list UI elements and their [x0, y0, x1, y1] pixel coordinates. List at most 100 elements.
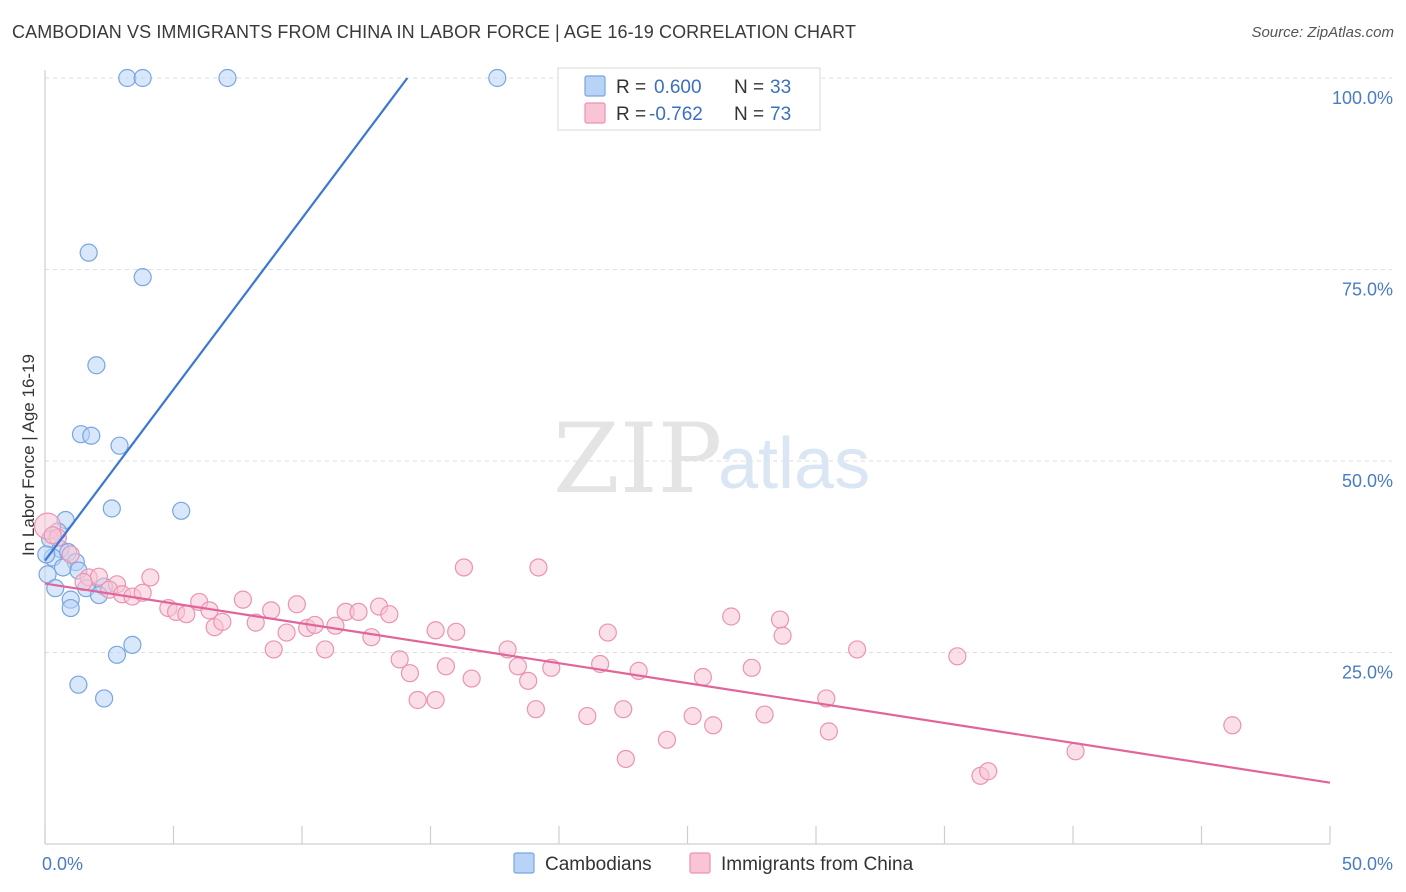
china-point-53: [616, 749, 635, 769]
china-point-30: [349, 602, 368, 622]
cambodians-point-28: [123, 635, 142, 654]
legend-n-label-china: N =: [734, 104, 764, 125]
legend-r-value-cambodians: 0.600: [654, 77, 702, 98]
cambodians-point-32: [37, 545, 56, 564]
china-point-37: [426, 621, 445, 640]
series-china: [33, 512, 1242, 785]
china-point-40: [447, 622, 466, 641]
china-point-21: [262, 601, 281, 620]
cambodians-point-11: [172, 501, 191, 520]
legend-swatch-cambodians: [584, 75, 606, 97]
china-point-67: [948, 647, 967, 666]
cambodians-point-1: [133, 68, 152, 88]
china-point-45: [519, 671, 538, 690]
china-point-51: [598, 623, 617, 642]
china-point-11: [141, 568, 160, 587]
china-point-65: [819, 722, 838, 741]
china-point-57: [693, 667, 713, 687]
cambodians-point-30: [69, 675, 88, 694]
x-tick-label-0: 0.0%: [42, 854, 83, 874]
china-point-56: [683, 706, 702, 726]
trend-line-cambodians: [44, 77, 409, 562]
cambodians-point-8: [82, 426, 101, 445]
legend-swatch-china: [584, 102, 606, 124]
y-tick-label-2: 75.0%: [1342, 280, 1393, 300]
x-tick-label-1: 50.0%: [1342, 854, 1393, 874]
chart-source: Source: ZipAtlas.com: [1251, 24, 1394, 41]
china-point-20: [246, 613, 265, 632]
bottom-legend-label-cambodians: Cambodians: [545, 854, 652, 875]
cambodians-point-29: [107, 645, 127, 664]
china-point-72: [43, 526, 62, 545]
china-point-22: [264, 640, 283, 659]
grid-lines: [45, 77, 1392, 653]
cambodians-point-31: [95, 689, 114, 708]
watermark-zip: ZIP: [553, 403, 722, 515]
watermark-atlas: atlas: [718, 424, 870, 504]
axes: [44, 70, 1331, 845]
china-point-64: [817, 689, 836, 708]
cambodians-point-6: [87, 356, 106, 375]
china-point-69: [979, 762, 998, 781]
china-point-31: [362, 628, 381, 647]
legend-r-label-cambodians: R =: [616, 77, 646, 98]
bottom-legend-swatch-cambodians: [513, 852, 535, 874]
china-point-52: [614, 700, 633, 719]
legend-n-value-china: 73: [770, 104, 791, 125]
china-point-14: [177, 605, 196, 624]
legend-n-value-cambodians: 33: [770, 77, 791, 98]
trend-lines: [44, 77, 1331, 784]
cambodians-point-2: [218, 68, 237, 88]
y-tick-label-3: 100.0%: [1332, 88, 1393, 108]
china-point-18: [213, 612, 232, 631]
china-point-49: [578, 706, 597, 726]
cambodians-point-10: [102, 499, 121, 518]
y-axis-title: In Labor Force | Age 16-19: [19, 354, 38, 556]
china-point-59: [722, 607, 741, 626]
china-point-42: [462, 669, 481, 688]
china-point-34: [390, 650, 409, 669]
china-point-36: [408, 690, 427, 710]
china-point-70: [1066, 742, 1085, 761]
chart-title: CAMBODIAN VS IMMIGRANTS FROM CHINA IN LA…: [12, 22, 857, 42]
tick-labels: 25.0% 50.0% 75.0% 100.0% 0.0% 50.0%: [42, 88, 1393, 874]
china-point-60: [742, 658, 761, 677]
china-point-2: [61, 545, 80, 564]
china-point-58: [704, 716, 723, 735]
china-point-24: [287, 595, 306, 614]
series-legend: Cambodians Immigrants from China: [513, 852, 914, 875]
cambodians-point-0: [118, 68, 137, 88]
china-point-71: [1223, 716, 1242, 735]
y-tick-label-0: 25.0%: [1342, 663, 1393, 683]
china-point-46: [526, 700, 545, 719]
cambodians-point-27: [61, 598, 80, 618]
cambodians-point-4: [79, 243, 98, 262]
bottom-legend-swatch-china: [689, 852, 711, 874]
china-point-66: [848, 640, 867, 659]
y-tick-label-1: 50.0%: [1342, 471, 1393, 491]
china-point-61: [755, 705, 774, 724]
china-point-33: [380, 605, 399, 624]
correlation-legend: R = 0.600 N = 33 R = -0.762 N = 73: [557, 67, 821, 131]
china-point-44: [508, 657, 527, 676]
china-point-63: [773, 626, 792, 645]
cambodians-point-22: [46, 579, 65, 598]
china-point-62: [770, 610, 790, 629]
cambodians-point-5: [133, 268, 152, 287]
trend-line-china: [44, 582, 1331, 784]
china-point-41: [454, 558, 474, 577]
china-point-23: [277, 623, 296, 642]
cambodians-point-9: [110, 436, 129, 455]
china-point-55: [657, 730, 677, 749]
legend-r-label-china: R =: [616, 104, 646, 125]
china-point-19: [233, 590, 252, 609]
china-point-27: [316, 640, 335, 659]
watermark: ZIP atlas: [553, 403, 870, 515]
china-point-47: [529, 558, 548, 577]
bottom-legend-label-china: Immigrants from China: [721, 854, 914, 875]
china-point-35: [400, 664, 420, 683]
china-point-38: [426, 690, 445, 710]
legend-n-label-cambodians: N =: [734, 77, 764, 98]
series-cambodians: [37, 68, 507, 708]
